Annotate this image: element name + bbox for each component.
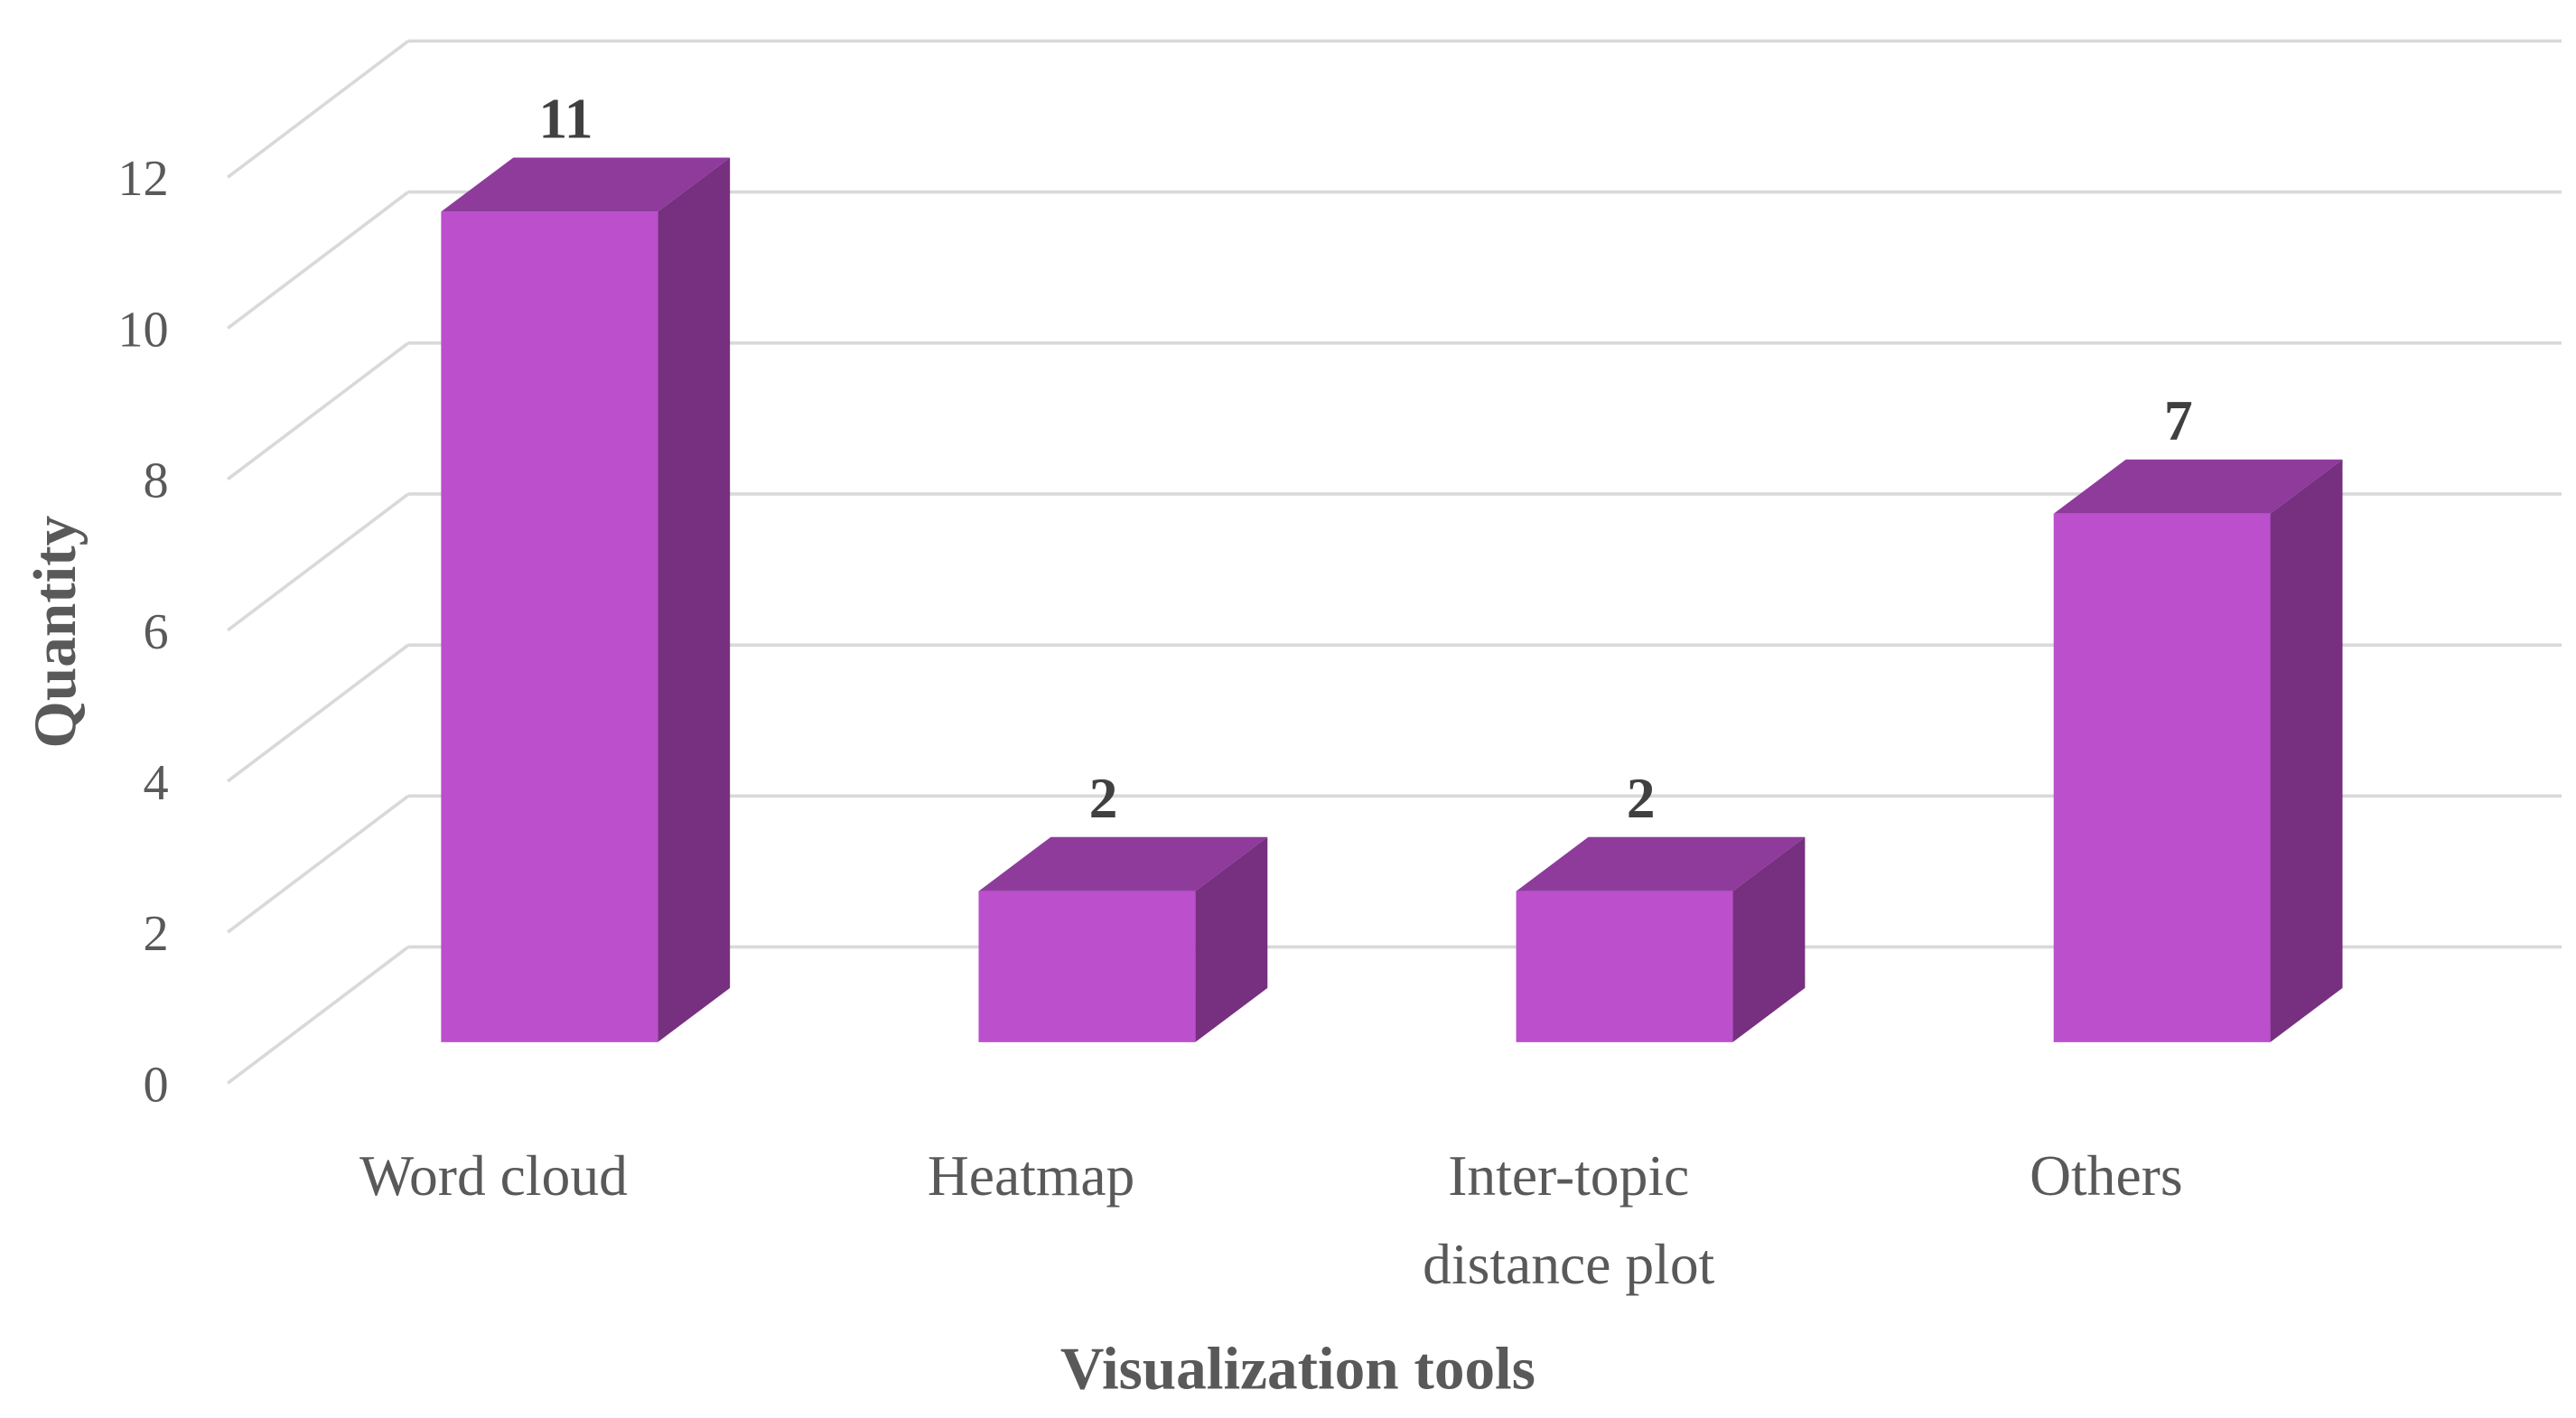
bar: [978, 891, 1196, 1042]
y-tick-label: 10: [117, 302, 168, 358]
grid-line-side: [227, 946, 410, 1085]
x-tick-label: Others: [2030, 1143, 2183, 1208]
value-label: 2: [1089, 766, 1118, 830]
grid-line-side: [227, 492, 410, 632]
y-tick-label: 8: [144, 453, 169, 509]
y-tick-label: 6: [144, 604, 169, 660]
bar-side: [2270, 459, 2343, 1042]
bar-side: [1732, 836, 1806, 1042]
grid-line-side: [227, 191, 410, 330]
grid-line-side: [227, 39, 410, 179]
bar-side: [658, 157, 731, 1042]
x-axis-title: Visualization tools: [1060, 1334, 1535, 1402]
y-tick-label: 4: [144, 755, 169, 811]
grid-line-side: [227, 341, 410, 481]
value-label: 11: [538, 87, 593, 151]
bar: [441, 211, 658, 1042]
value-label: 7: [2164, 388, 2193, 452]
y-tick-label: 0: [144, 1057, 169, 1113]
x-tick-label: Word cloud: [359, 1143, 628, 1208]
bar: [2053, 513, 2271, 1042]
x-tick-label: Inter-topic distance plot: [1423, 1143, 1714, 1296]
bar-top: [441, 157, 731, 212]
bar-top: [2053, 459, 2343, 514]
bar-top: [1516, 836, 1806, 891]
y-axis-title: Quantity: [21, 516, 89, 749]
value-label: 2: [1627, 766, 1656, 830]
grid-line-side: [227, 643, 410, 783]
y-tick-label: 12: [117, 151, 168, 207]
x-tick-label: Heatmap: [928, 1143, 1134, 1208]
bar-side: [1195, 836, 1268, 1042]
grid-line-side: [227, 794, 410, 934]
y-tick-label: 2: [144, 906, 169, 962]
bar: [1516, 891, 1733, 1042]
bar-top: [978, 836, 1268, 891]
